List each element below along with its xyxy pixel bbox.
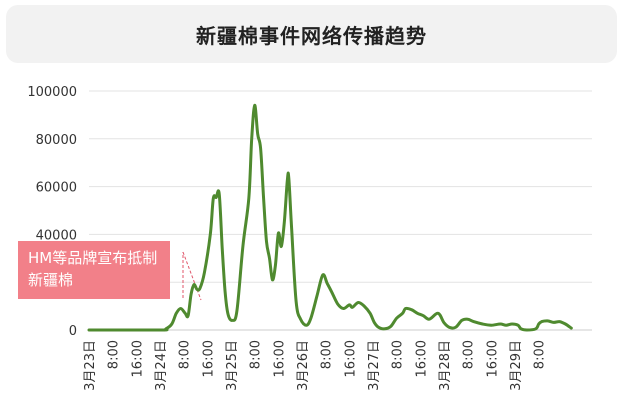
x-tick-label: 8:00 bbox=[391, 340, 406, 369]
series-line bbox=[87, 103, 573, 332]
y-tick-label: 0 bbox=[69, 324, 77, 339]
series-layer bbox=[87, 103, 573, 332]
x-tick-label: 3月25日 bbox=[225, 340, 240, 391]
title-bar: 新疆棉事件网络传播趋势 bbox=[6, 5, 617, 63]
y-tick-labels: 020000400006000080000100000 bbox=[27, 85, 77, 339]
x-tick-label: 8:00 bbox=[107, 340, 122, 369]
x-tick-label: 3月26日 bbox=[296, 340, 311, 391]
y-tick-label: 60000 bbox=[36, 181, 77, 196]
y-tick-label: 80000 bbox=[36, 133, 77, 148]
x-tick-label: 3月28日 bbox=[438, 340, 453, 391]
x-tick-label: 8:00 bbox=[249, 340, 264, 369]
y-tick-label: 100000 bbox=[27, 85, 77, 100]
x-tick-label: 8:00 bbox=[178, 340, 193, 369]
chart-title: 新疆棉事件网络传播趋势 bbox=[196, 23, 427, 48]
y-tick-label: 40000 bbox=[36, 228, 77, 243]
x-tick-label: 16:00 bbox=[485, 340, 500, 377]
x-tick-label: 3月23日 bbox=[83, 340, 98, 391]
x-tick-label: 3月27日 bbox=[367, 340, 382, 391]
annotation-dash-pointer bbox=[182, 251, 202, 301]
x-tick-label: 16:00 bbox=[130, 340, 145, 377]
x-tick-label: 16:00 bbox=[272, 340, 287, 377]
x-tick-labels: 3月23日 8:00 16:00 3月24日 8:00 16:00 3月25日 8:00 16:… bbox=[83, 340, 548, 391]
annotation-box: HM等品牌宣布抵制新疆棉 bbox=[18, 241, 170, 299]
x-tick-label: 3月29日 bbox=[509, 340, 524, 391]
x-tick-label: 16:00 bbox=[414, 340, 429, 377]
x-tick-label: 8:00 bbox=[533, 340, 548, 369]
x-tick-label: 8:00 bbox=[320, 340, 335, 369]
x-tick-label: 16:00 bbox=[201, 340, 216, 377]
x-tick-label: 16:00 bbox=[343, 340, 358, 377]
x-tick-label: 3月24日 bbox=[154, 340, 169, 391]
annotation-layer bbox=[182, 251, 202, 301]
grid-layer bbox=[89, 90, 592, 331]
x-tick-label: 8:00 bbox=[462, 340, 477, 369]
